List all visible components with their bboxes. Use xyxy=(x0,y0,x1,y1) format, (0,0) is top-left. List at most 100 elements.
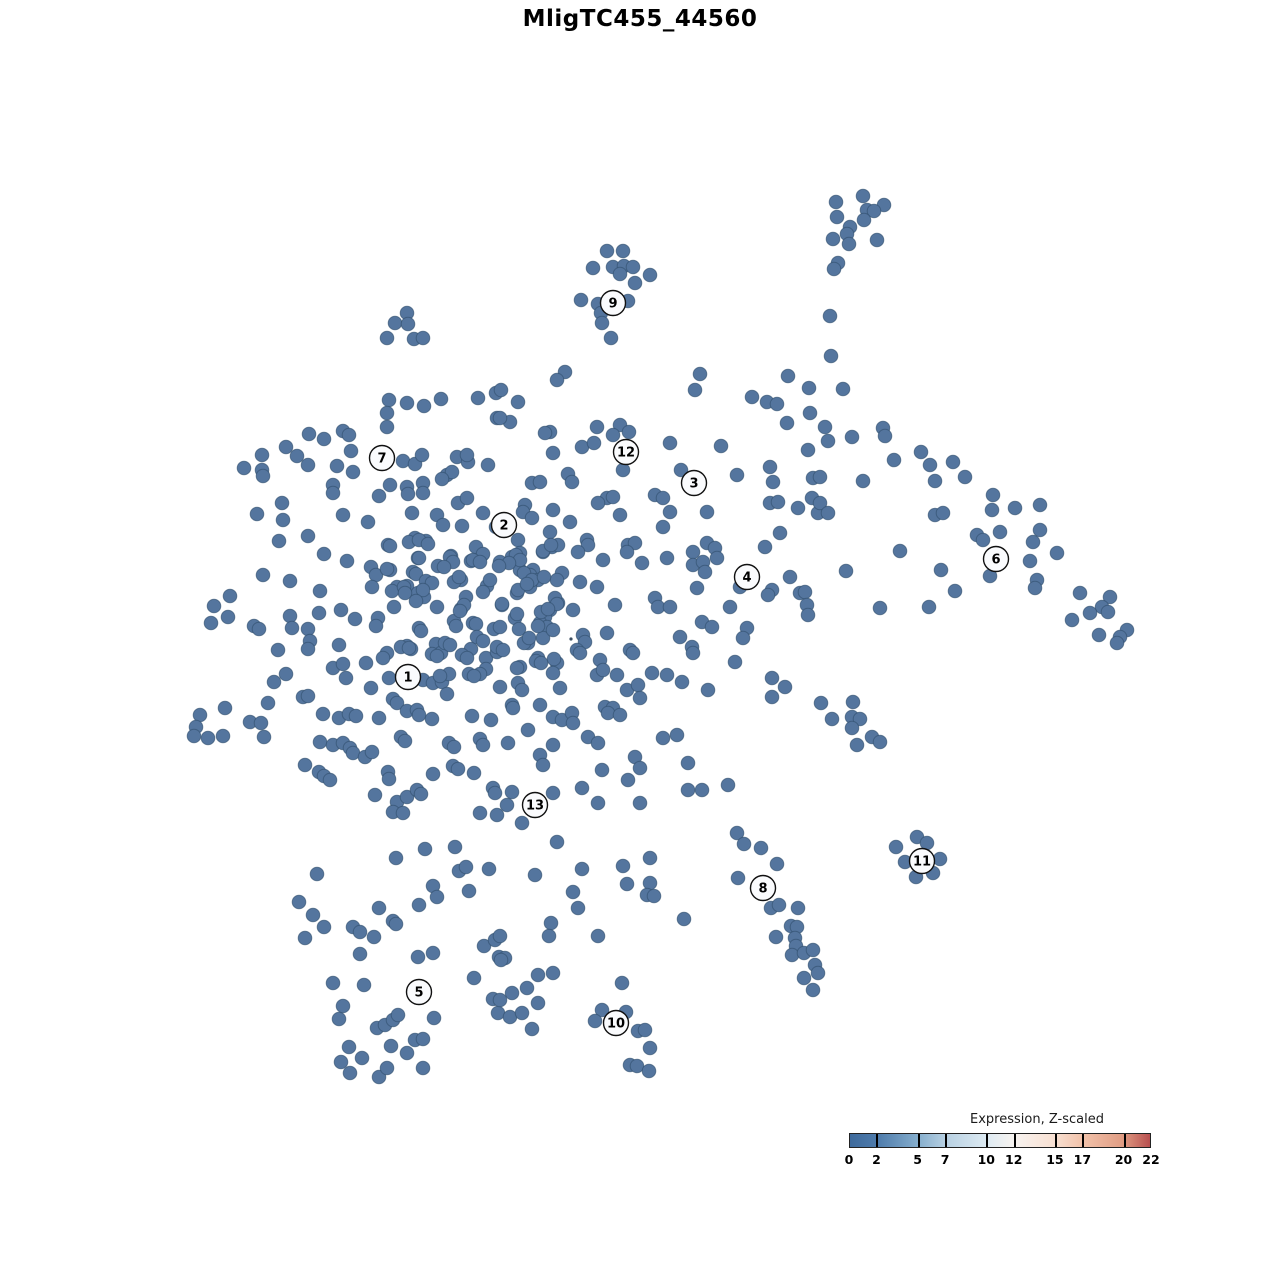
data-point xyxy=(360,514,376,530)
data-point xyxy=(565,602,581,618)
data-point xyxy=(387,315,403,331)
cluster-label-circle xyxy=(405,978,433,1006)
data-point xyxy=(251,621,267,637)
data-point xyxy=(466,970,482,986)
data-point xyxy=(634,555,650,571)
data-point xyxy=(386,599,402,615)
data-point xyxy=(771,897,787,913)
cluster-label-circle xyxy=(908,847,936,875)
data-point xyxy=(580,537,596,553)
data-point xyxy=(333,1054,349,1070)
data-point xyxy=(253,715,269,731)
data-point xyxy=(565,715,581,731)
data-point xyxy=(672,629,688,645)
data-point xyxy=(461,883,477,899)
data-point xyxy=(530,995,546,1011)
data-point xyxy=(222,588,238,604)
data-point xyxy=(796,970,812,986)
data-point xyxy=(527,867,543,883)
data-point xyxy=(291,894,307,910)
data-point xyxy=(600,705,616,721)
data-point xyxy=(687,382,703,398)
data-point xyxy=(921,599,937,615)
data-point xyxy=(335,656,351,672)
data-point xyxy=(720,777,736,793)
data-point xyxy=(492,992,508,1008)
data-point xyxy=(849,737,865,753)
data-point xyxy=(371,710,387,726)
data-point xyxy=(366,929,382,945)
data-point xyxy=(609,667,625,683)
cluster-label-number: 11 xyxy=(913,855,931,870)
data-point xyxy=(472,805,488,821)
data-point xyxy=(420,536,436,552)
cluster-label-circle xyxy=(749,874,777,902)
data-point xyxy=(655,490,671,506)
data-point xyxy=(435,517,451,533)
data-point xyxy=(802,405,818,421)
cluster-label-number: 12 xyxy=(617,446,635,461)
data-point xyxy=(589,419,605,435)
data-point xyxy=(545,737,561,753)
data-point xyxy=(415,1031,431,1047)
data-point xyxy=(348,708,364,724)
data-point xyxy=(255,468,271,484)
data-point xyxy=(524,1021,540,1037)
data-point xyxy=(1102,589,1118,605)
cluster-label-circle xyxy=(733,563,761,591)
data-point xyxy=(388,916,404,932)
data-point xyxy=(533,655,549,671)
data-point xyxy=(401,640,417,656)
legend-tick-mark xyxy=(1013,1134,1016,1147)
data-point xyxy=(570,544,586,560)
cluster-label: 6 xyxy=(982,545,1010,573)
data-point xyxy=(543,915,559,931)
data-point xyxy=(642,267,658,283)
data-point xyxy=(504,985,520,1001)
data-point xyxy=(805,982,821,998)
data-point xyxy=(345,464,361,480)
data-point xyxy=(541,928,557,944)
data-point xyxy=(415,485,431,501)
data-point xyxy=(236,460,252,476)
cluster-label-circle xyxy=(368,444,396,472)
data-point xyxy=(797,584,813,600)
legend-tick-mark xyxy=(945,1134,948,1147)
data-point xyxy=(447,839,463,855)
data-point xyxy=(383,1038,399,1054)
data-point xyxy=(470,390,486,406)
cluster-label: 9 xyxy=(599,289,627,317)
data-point xyxy=(408,566,424,582)
data-point xyxy=(415,330,431,346)
legend-tick-label: 0 xyxy=(844,1152,854,1167)
data-point xyxy=(572,645,588,661)
data-point xyxy=(410,949,426,965)
data-point xyxy=(620,772,636,788)
data-point xyxy=(913,444,929,460)
data-point xyxy=(1100,604,1116,620)
data-point xyxy=(769,396,785,412)
data-point xyxy=(215,728,231,744)
data-point xyxy=(782,569,798,585)
data-point xyxy=(780,368,796,384)
data-point xyxy=(352,924,368,940)
data-point xyxy=(992,524,1008,540)
data-point xyxy=(300,688,316,704)
data-point xyxy=(984,502,1000,518)
plot-title: MligTC455_44560 xyxy=(522,6,758,32)
data-point xyxy=(400,486,416,502)
data-point xyxy=(413,786,429,802)
data-point xyxy=(680,755,696,771)
data-point xyxy=(927,473,943,489)
data-point xyxy=(744,389,760,405)
data-point xyxy=(475,505,491,521)
data-point xyxy=(399,1045,415,1061)
expression-legend: Expression, Z-scaled 0 2 5 7 10 12 15 17 20 22 xyxy=(845,1112,1160,1172)
data-point xyxy=(442,637,458,653)
data-point xyxy=(777,679,793,695)
data-point xyxy=(619,876,635,892)
data-point xyxy=(206,598,222,614)
cluster-label-circle xyxy=(521,791,549,819)
data-point xyxy=(632,760,648,776)
data-point xyxy=(545,445,561,461)
